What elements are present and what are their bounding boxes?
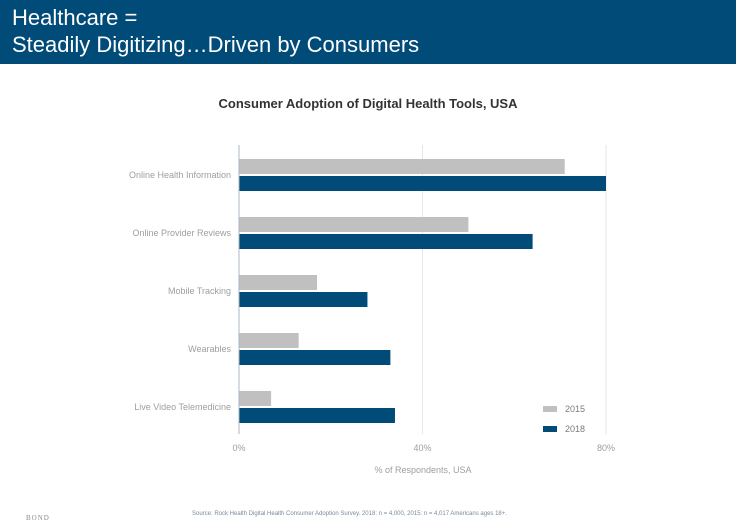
chart-title: Consumer Adoption of Digital Health Tool… — [219, 96, 519, 111]
legend-swatch-2018 — [543, 426, 557, 432]
footer-logo: BOND — [26, 514, 50, 522]
y-tick-label-1: Online Provider Reviews — [132, 228, 231, 238]
legend-swatch-2015 — [543, 406, 557, 412]
slide-header: Healthcare = Steadily Digitizing…Driven … — [0, 0, 736, 64]
y-tick-label-0: Online Health Information — [129, 170, 231, 180]
slide-title-line-2: Steadily Digitizing…Driven by Consumers — [12, 32, 420, 57]
bar-2018-4 — [239, 408, 395, 423]
bar-2018-3 — [239, 350, 391, 365]
y-tick-label-4: Live Video Telemedicine — [134, 402, 231, 412]
slide-title-line-1: Healthcare = — [12, 5, 138, 30]
legend-label-2015: 2015 — [565, 404, 585, 414]
bar-2015-3 — [239, 333, 299, 348]
bar-2015-1 — [239, 217, 469, 232]
x-tick-label-2: 80% — [597, 443, 615, 453]
source-note: Source: Rock Health Digital Health Consu… — [192, 511, 507, 517]
x-tick-label-0: 0% — [232, 443, 245, 453]
bar-2018-1 — [239, 234, 533, 249]
x-axis-label: % of Respondents, USA — [374, 465, 471, 475]
bar-2015-0 — [239, 159, 565, 174]
bar-2015-4 — [239, 391, 272, 406]
x-tick-label-1: 40% — [413, 443, 431, 453]
legend-label-2018: 2018 — [565, 424, 585, 434]
bar-2015-2 — [239, 275, 317, 290]
bar-2018-0 — [239, 176, 606, 191]
y-tick-label-2: Mobile Tracking — [168, 286, 231, 296]
bar-2018-2 — [239, 292, 368, 307]
y-tick-label-3: Wearables — [188, 344, 231, 354]
